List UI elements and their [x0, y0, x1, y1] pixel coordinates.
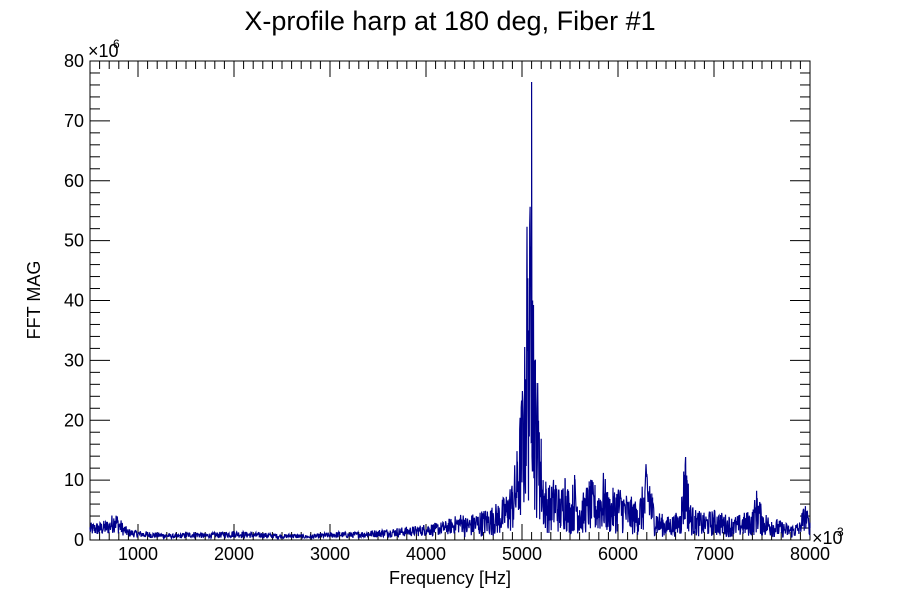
series-line [89, 81, 811, 541]
plot-frame [89, 60, 811, 541]
chart-title: X-profile harp at 180 deg, Fiber #1 [244, 6, 655, 36]
x-tick-label: 4000 [406, 544, 446, 564]
x-tick-label: 2000 [214, 544, 254, 564]
y-multiplier-label: ×10 [88, 41, 119, 61]
x-multiplier: ×10 3 [812, 525, 844, 548]
x-tick-label: 8000 [790, 544, 830, 564]
y-tick-label: 30 [64, 350, 84, 370]
y-tick-label: 10 [64, 470, 84, 490]
y-tick-label: 50 [64, 231, 84, 251]
y-tick-label: 0 [74, 530, 84, 550]
x-tick-label: 3000 [310, 544, 350, 564]
x-axis-title: Frequency [Hz] [389, 568, 511, 588]
x-multiplier-label: ×10 [812, 528, 843, 548]
x-tick-label: 7000 [694, 544, 734, 564]
y-multiplier: ×10 6 [88, 37, 120, 61]
y-tick-label: 20 [64, 410, 84, 430]
y-tick-label: 40 [64, 291, 84, 311]
y-axis-title: FFT MAG [24, 261, 44, 340]
x-tick-label: 5000 [502, 544, 542, 564]
tick-labels: 1000 2000 3000 4000 5000 6000 7000 8000 0 10 20 30 4… [64, 51, 830, 564]
x-multiplier-exponent: 3 [837, 525, 844, 539]
axes [89, 60, 811, 541]
x-tick-label: 6000 [598, 544, 638, 564]
x-tick-label: 1000 [118, 544, 158, 564]
y-tick-label: 80 [64, 51, 84, 71]
ticks [89, 60, 811, 541]
y-tick-label: 60 [64, 171, 84, 191]
y-tick-label: 70 [64, 111, 84, 131]
y-multiplier-exponent: 6 [113, 37, 120, 51]
